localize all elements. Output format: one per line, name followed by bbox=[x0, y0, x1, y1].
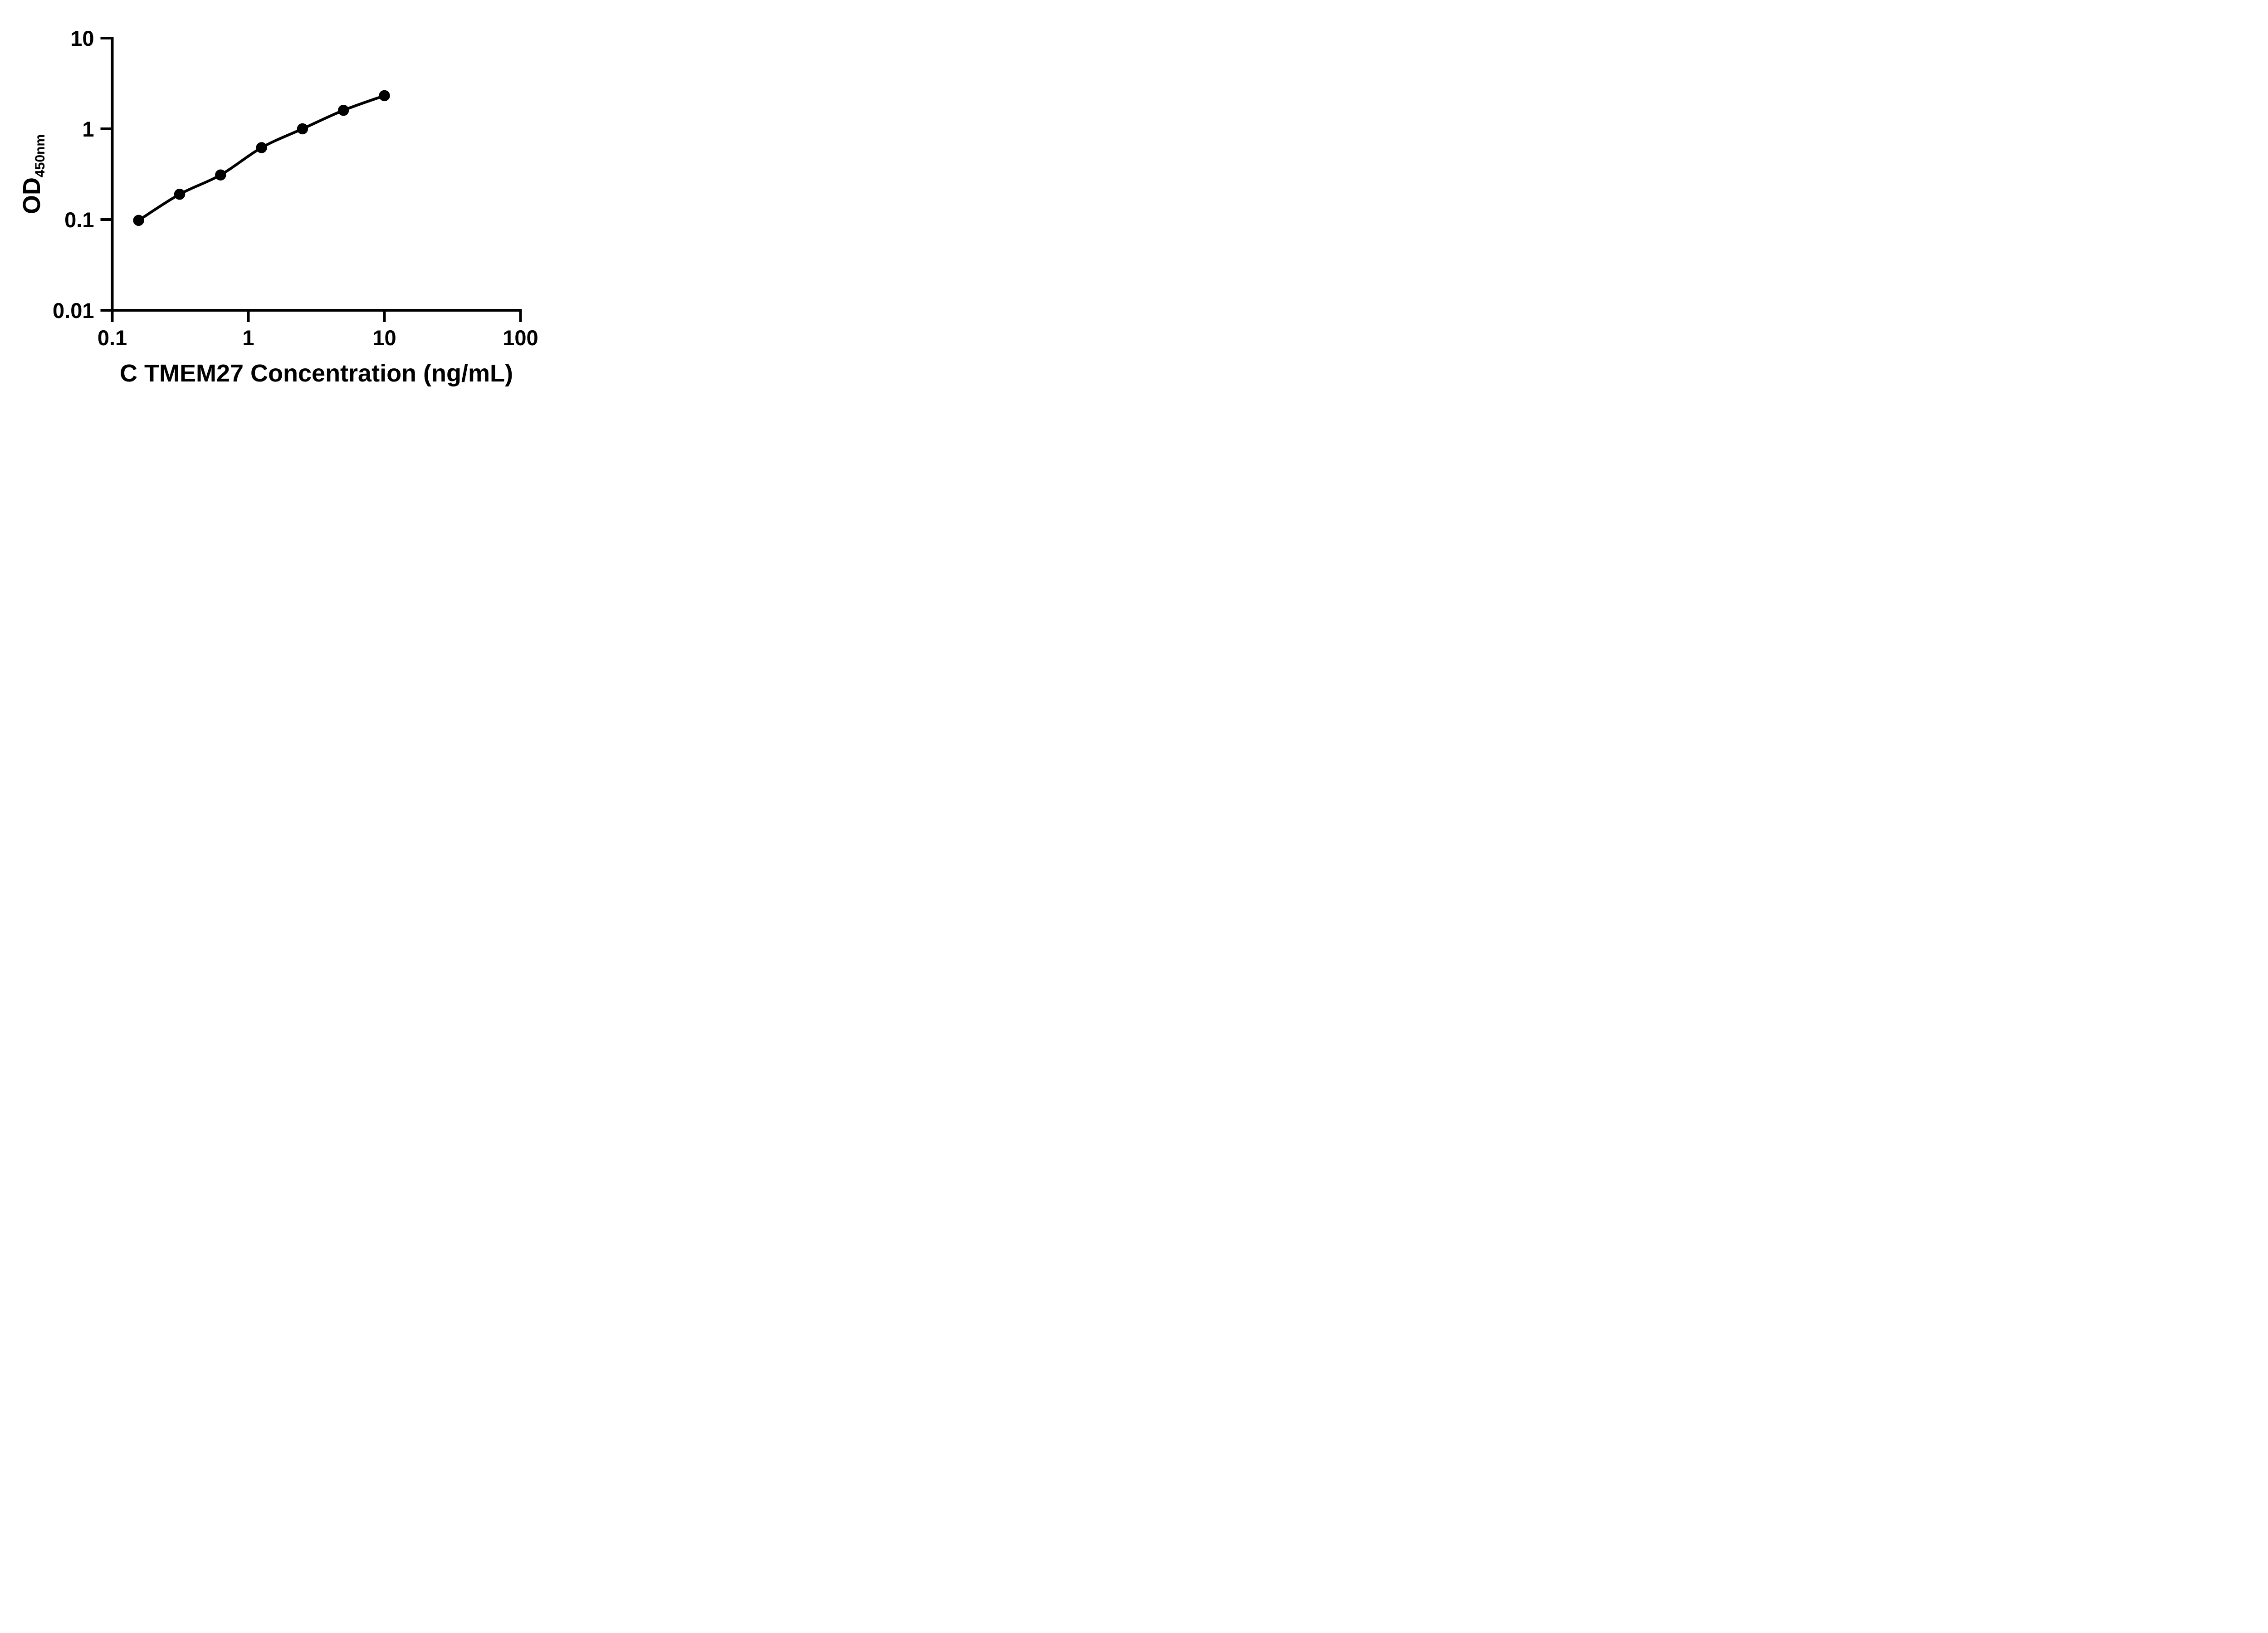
x-tick-label: 10 bbox=[372, 326, 396, 350]
y-tick-labels: 10 1 0.1 0.01 bbox=[53, 26, 94, 323]
data-point-marker bbox=[379, 90, 390, 102]
data-point-marker bbox=[297, 123, 308, 135]
data-point-marker bbox=[256, 142, 267, 153]
elisa-standard-curve-figure: 10 1 0.1 0.01 0.1 1 10 100 C TMEM27 Concentrat… bbox=[0, 0, 583, 408]
data-point-marker bbox=[174, 189, 186, 200]
x-tick-label: 100 bbox=[503, 326, 538, 350]
y-tick-label: 1 bbox=[82, 117, 94, 141]
y-axis-ticks bbox=[100, 37, 112, 312]
x-axis-ticks bbox=[111, 310, 522, 322]
y-axis-title-main: OD bbox=[18, 177, 45, 214]
axes bbox=[100, 37, 522, 322]
x-tick-labels: 0.1 1 10 100 bbox=[98, 326, 538, 350]
y-axis-title: OD450nm bbox=[18, 134, 48, 214]
y-tick-label: 0.1 bbox=[64, 208, 94, 232]
standard-curve-line bbox=[137, 94, 385, 222]
x-tick-label: 0.1 bbox=[98, 326, 127, 350]
data-point-markers bbox=[133, 90, 390, 226]
data-point-marker bbox=[133, 215, 144, 226]
data-point-marker bbox=[215, 169, 226, 181]
x-tick-label: 1 bbox=[242, 326, 254, 350]
data-point-marker bbox=[338, 105, 349, 116]
x-axis-title: C TMEM27 Concentration (ng/mL) bbox=[120, 360, 513, 387]
y-tick-label: 10 bbox=[70, 26, 94, 50]
y-tick-label: 0.01 bbox=[53, 298, 94, 323]
y-axis-title-subscript: 450nm bbox=[33, 134, 48, 177]
